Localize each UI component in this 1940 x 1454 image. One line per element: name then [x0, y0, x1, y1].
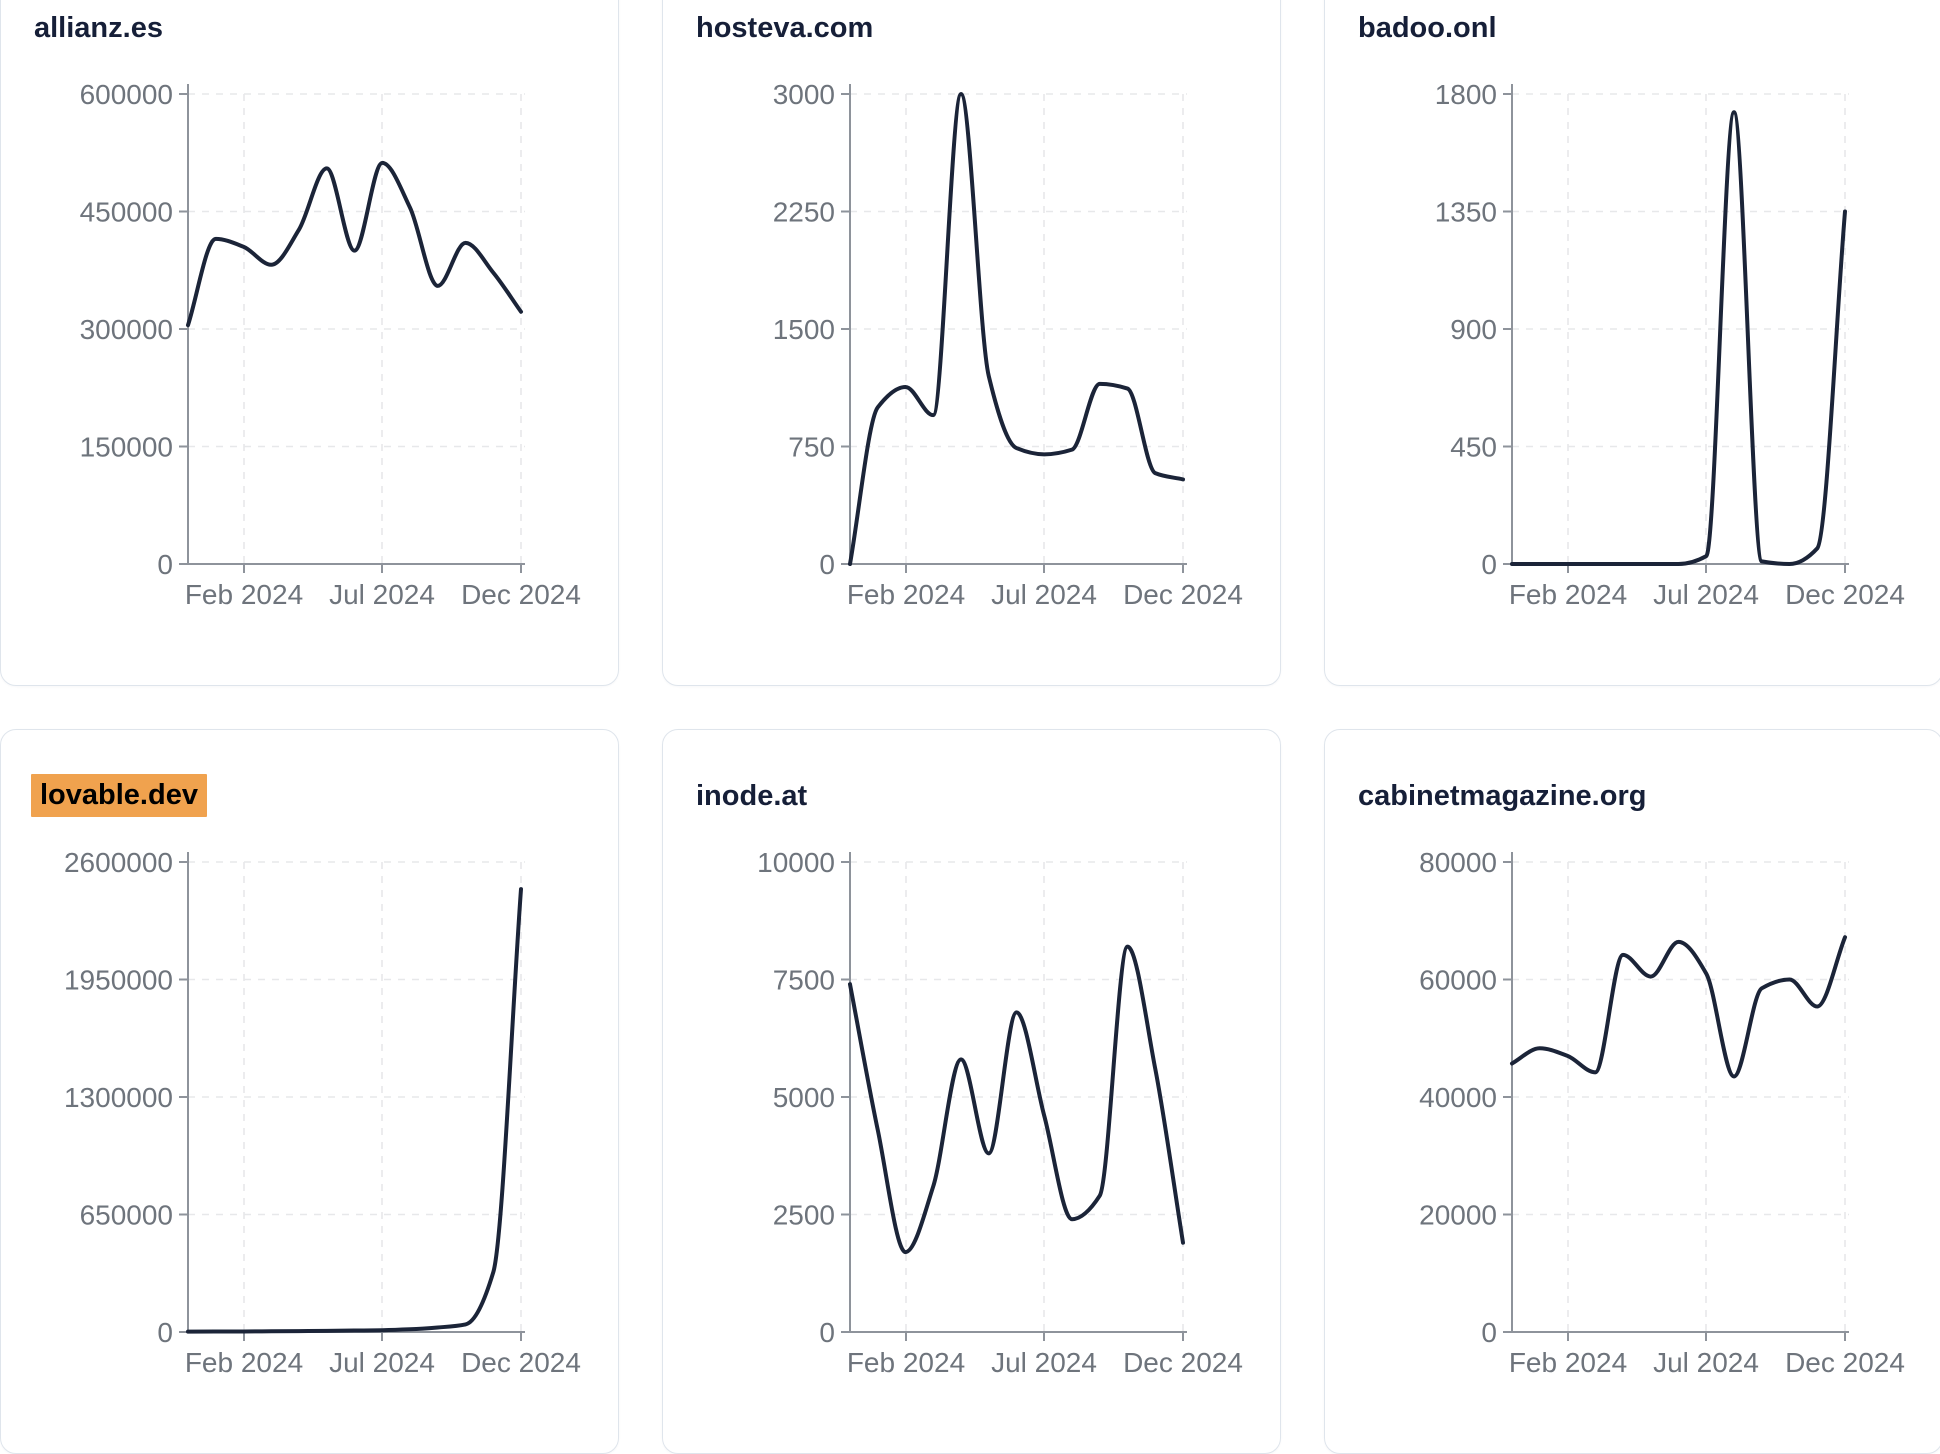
y-tick-label: 0 — [157, 1317, 173, 1348]
series-line — [1510, 110, 1847, 566]
y-tick-label: 1300000 — [64, 1082, 173, 1113]
x-tick-label: Dec 2024 — [1123, 1347, 1243, 1378]
line-chart: 0 2500 5000 7500 10000 Feb 2024 Jul 2024 Dec 20… — [757, 847, 1243, 1378]
line-chart: 0 750 1500 2250 3000 Feb 2024 Jul 2024 Dec 2024 — [773, 79, 1243, 610]
domain-card: 0 650000 1300000 1950000 2600000 Feb 2024 Jul … — [0, 729, 619, 1454]
domain-card: 0 2500 5000 7500 10000 Feb 2024 Jul 2024 Dec 20… — [662, 729, 1281, 1454]
y-tick-label: 0 — [1481, 1317, 1497, 1348]
y-tick-label: 2600000 — [64, 847, 173, 878]
y-tick-label: 5000 — [773, 1082, 835, 1113]
y-tick-label: 0 — [1481, 549, 1497, 580]
x-tick-label: Jul 2024 — [329, 579, 435, 610]
y-tick-label: 1950000 — [64, 964, 173, 995]
y-tick-label: 0 — [157, 549, 173, 580]
x-tick-label: Jul 2024 — [329, 1347, 435, 1378]
y-tick-label: 0 — [819, 1317, 835, 1348]
x-tick-label: Dec 2024 — [461, 579, 581, 610]
series-line — [848, 944, 1185, 1255]
series-line — [848, 92, 1185, 566]
y-tick-label: 150000 — [80, 431, 173, 462]
x-tick-label: Feb 2024 — [847, 579, 965, 610]
series-line — [1510, 935, 1847, 1079]
domain-title[interactable]: inode.at — [696, 780, 808, 812]
y-tick-label: 1350 — [1435, 196, 1497, 227]
y-tick-label: 1800 — [1435, 79, 1497, 110]
x-tick-label: Jul 2024 — [1653, 1347, 1759, 1378]
y-tick-label: 2500 — [773, 1199, 835, 1230]
domain-title[interactable]: allianz.es — [34, 12, 163, 44]
y-tick-label: 450000 — [80, 196, 173, 227]
x-tick-label: Feb 2024 — [185, 579, 303, 610]
x-tick-label: Feb 2024 — [1509, 579, 1627, 610]
y-tick-label: 450 — [1450, 431, 1497, 462]
domain-title[interactable]: badoo.onl — [1358, 12, 1497, 44]
y-tick-label: 0 — [819, 549, 835, 580]
y-tick-label: 7500 — [773, 964, 835, 995]
y-tick-label: 750 — [788, 431, 835, 462]
x-tick-label: Feb 2024 — [185, 1347, 303, 1378]
domain-card: 0 150000 300000 450000 600000 Feb 2024 Jul 202… — [0, 0, 619, 686]
domain-title[interactable]: hosteva.com — [696, 12, 874, 44]
line-chart: 0 450 900 1350 1800 Feb 2024 Jul 2024 Dec 2024 — [1435, 79, 1905, 610]
x-tick-label: Feb 2024 — [847, 1347, 965, 1378]
y-tick-label: 1500 — [773, 314, 835, 345]
y-tick-label: 10000 — [757, 847, 835, 878]
x-tick-label: Dec 2024 — [1785, 1347, 1905, 1378]
x-tick-label: Jul 2024 — [1653, 579, 1759, 610]
domain-card: 0 750 1500 2250 3000 Feb 2024 Jul 2024 Dec 2024… — [662, 0, 1281, 686]
y-tick-label: 60000 — [1419, 964, 1497, 995]
x-tick-label: Dec 2024 — [1785, 579, 1905, 610]
series-line — [186, 887, 523, 1334]
y-tick-label: 20000 — [1419, 1199, 1497, 1230]
y-tick-label: 80000 — [1419, 847, 1497, 878]
series-line — [186, 160, 523, 328]
domain-card: 0 450 900 1350 1800 Feb 2024 Jul 2024 Dec 2024 … — [1324, 0, 1940, 686]
y-tick-label: 3000 — [773, 79, 835, 110]
y-tick-label: 40000 — [1419, 1082, 1497, 1113]
x-tick-label: Feb 2024 — [1509, 1347, 1627, 1378]
domain-title[interactable]: lovable.dev — [31, 774, 207, 817]
y-tick-label: 2250 — [773, 196, 835, 227]
line-chart: 0 150000 300000 450000 600000 Feb 2024 Jul 202… — [80, 79, 581, 610]
line-chart: 0 20000 40000 60000 80000 Feb 2024 Jul 2024 Dec… — [1419, 847, 1905, 1378]
x-tick-label: Jul 2024 — [991, 579, 1097, 610]
y-tick-label: 900 — [1450, 314, 1497, 345]
y-tick-label: 600000 — [80, 79, 173, 110]
domain-title[interactable]: cabinetmagazine.org — [1358, 780, 1647, 812]
domain-card: 0 20000 40000 60000 80000 Feb 2024 Jul 2024 Dec… — [1324, 729, 1940, 1454]
x-tick-label: Dec 2024 — [461, 1347, 581, 1378]
line-chart: 0 650000 1300000 1950000 2600000 Feb 2024 Jul … — [64, 847, 581, 1378]
y-tick-label: 300000 — [80, 314, 173, 345]
y-tick-label: 650000 — [80, 1199, 173, 1230]
x-tick-label: Jul 2024 — [991, 1347, 1097, 1378]
x-tick-label: Dec 2024 — [1123, 579, 1243, 610]
